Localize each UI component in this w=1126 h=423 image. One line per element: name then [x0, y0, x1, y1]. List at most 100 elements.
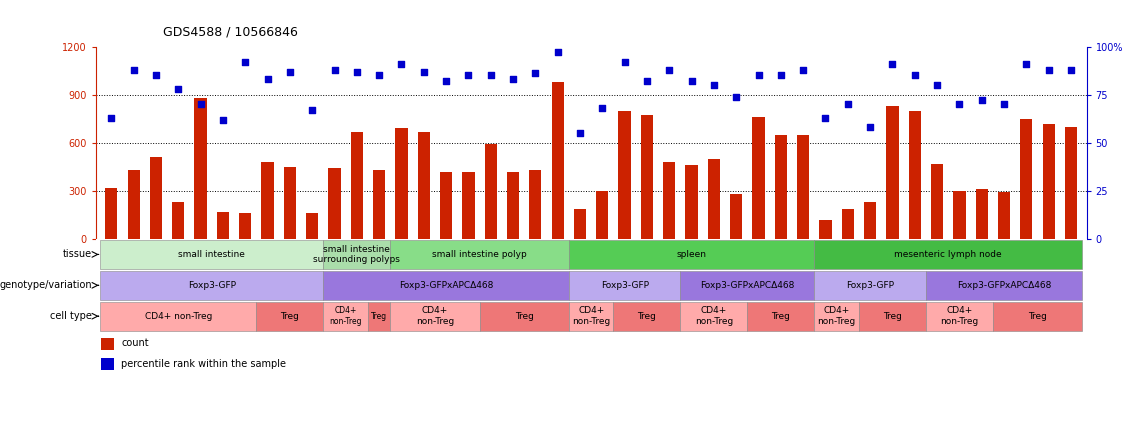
Bar: [814, 302, 859, 331]
Bar: [614, 302, 680, 331]
Point: [705, 82, 723, 88]
Bar: [391, 240, 569, 269]
Point: [504, 76, 522, 82]
Point: [905, 72, 923, 79]
Bar: [1043, 124, 1055, 239]
Bar: [195, 98, 207, 239]
Point: [214, 116, 232, 123]
Text: small intestine
surrounding polyps: small intestine surrounding polyps: [313, 245, 400, 264]
Bar: [395, 128, 408, 239]
Bar: [596, 191, 608, 239]
Bar: [975, 189, 988, 239]
Point: [950, 101, 968, 108]
Point: [750, 72, 768, 79]
Text: mesenteric lymph node: mesenteric lymph node: [894, 250, 1002, 259]
Text: Treg: Treg: [883, 312, 902, 321]
Point: [259, 76, 277, 82]
Bar: [814, 240, 1082, 269]
Point: [682, 78, 700, 85]
Text: tissue: tissue: [63, 250, 92, 259]
Bar: [864, 202, 876, 239]
Text: CD4+
non-Treg: CD4+ non-Treg: [572, 307, 610, 326]
Bar: [306, 213, 319, 239]
Text: CD4+ non-Treg: CD4+ non-Treg: [144, 312, 212, 321]
Point: [571, 130, 589, 137]
Point: [816, 114, 834, 121]
Bar: [814, 271, 926, 300]
Text: Treg: Treg: [771, 312, 790, 321]
Point: [861, 124, 879, 131]
Bar: [886, 106, 899, 239]
Text: CD4+
non-Treg: CD4+ non-Treg: [940, 307, 978, 326]
Bar: [323, 302, 368, 331]
Text: Treg: Treg: [280, 312, 300, 321]
Point: [303, 107, 321, 113]
Point: [191, 101, 209, 108]
Point: [459, 72, 477, 79]
Bar: [507, 172, 519, 239]
Bar: [484, 144, 497, 239]
Text: genotype/variation: genotype/variation: [0, 280, 92, 290]
Bar: [618, 111, 631, 239]
Text: count: count: [122, 338, 149, 349]
Bar: [1020, 119, 1033, 239]
Bar: [954, 191, 965, 239]
Text: CD4+
non-Treg: CD4+ non-Treg: [330, 307, 361, 326]
Point: [236, 58, 254, 65]
Text: small intestine: small intestine: [178, 250, 245, 259]
Bar: [775, 135, 787, 239]
Point: [794, 66, 812, 73]
Bar: [239, 213, 251, 239]
Point: [928, 82, 946, 88]
Text: CD4+
non-Treg: CD4+ non-Treg: [415, 307, 454, 326]
Text: Foxp3-GFPxAPCΔ468: Foxp3-GFPxAPCΔ468: [700, 281, 795, 290]
Text: Treg: Treg: [515, 312, 534, 321]
Bar: [463, 172, 474, 239]
Bar: [752, 117, 765, 239]
Bar: [418, 132, 430, 239]
Point: [1017, 60, 1035, 67]
Bar: [127, 170, 140, 239]
Text: cell type: cell type: [51, 311, 92, 321]
Bar: [100, 302, 257, 331]
Point: [771, 72, 789, 79]
Bar: [730, 194, 742, 239]
Point: [548, 49, 566, 56]
Bar: [841, 209, 854, 239]
Bar: [663, 162, 676, 239]
Point: [638, 78, 656, 85]
Point: [593, 105, 611, 112]
Text: Treg: Treg: [372, 312, 387, 321]
Text: Foxp3-GFP: Foxp3-GFP: [846, 281, 894, 290]
Point: [839, 101, 857, 108]
Text: Foxp3-GFP: Foxp3-GFP: [188, 281, 235, 290]
Point: [995, 101, 1013, 108]
Bar: [368, 302, 391, 331]
Point: [727, 93, 745, 100]
Bar: [926, 271, 1082, 300]
Bar: [1065, 127, 1078, 239]
Point: [482, 72, 500, 79]
Point: [437, 78, 455, 85]
Bar: [100, 338, 114, 350]
Bar: [748, 302, 814, 331]
Bar: [105, 188, 117, 239]
Bar: [926, 302, 993, 331]
Bar: [686, 165, 698, 239]
Bar: [569, 271, 680, 300]
Bar: [100, 240, 323, 269]
Text: Foxp3-GFPxAPCΔ468: Foxp3-GFPxAPCΔ468: [957, 281, 1052, 290]
Bar: [329, 168, 341, 239]
Bar: [323, 240, 391, 269]
Bar: [993, 302, 1082, 331]
Point: [884, 60, 902, 67]
Text: small intestine polyp: small intestine polyp: [432, 250, 527, 259]
Bar: [257, 302, 323, 331]
Point: [1039, 66, 1057, 73]
Bar: [998, 192, 1010, 239]
Bar: [820, 220, 832, 239]
Bar: [100, 358, 114, 370]
Bar: [350, 132, 363, 239]
Text: Treg: Treg: [1028, 312, 1047, 321]
Text: GDS4588 / 10566846: GDS4588 / 10566846: [163, 25, 298, 38]
